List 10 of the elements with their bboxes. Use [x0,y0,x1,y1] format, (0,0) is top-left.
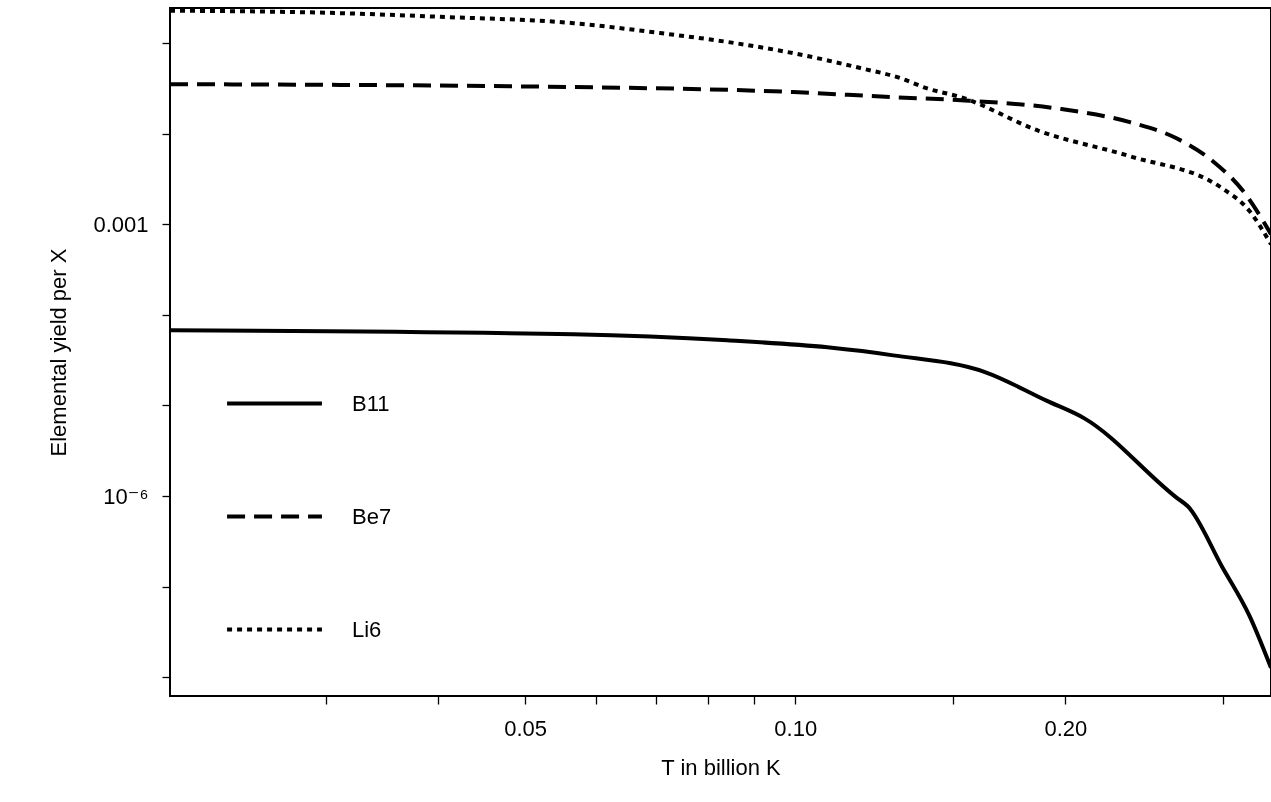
x-tick-label: 0.05 [504,715,548,741]
y-tick-label: 0.001 [93,211,149,237]
legend-label: Be7 [352,503,392,529]
y-axis-title: Elemental yield per X [46,248,72,457]
legend-label: Li6 [352,616,382,642]
x-tick-label: 0.20 [1044,715,1088,741]
x-tick-label: 0.10 [774,715,818,741]
y-tick-label: 10⁻⁶ [103,483,149,509]
x-axis-title: T in billion K [661,754,782,780]
legend-label: B11 [352,390,390,416]
